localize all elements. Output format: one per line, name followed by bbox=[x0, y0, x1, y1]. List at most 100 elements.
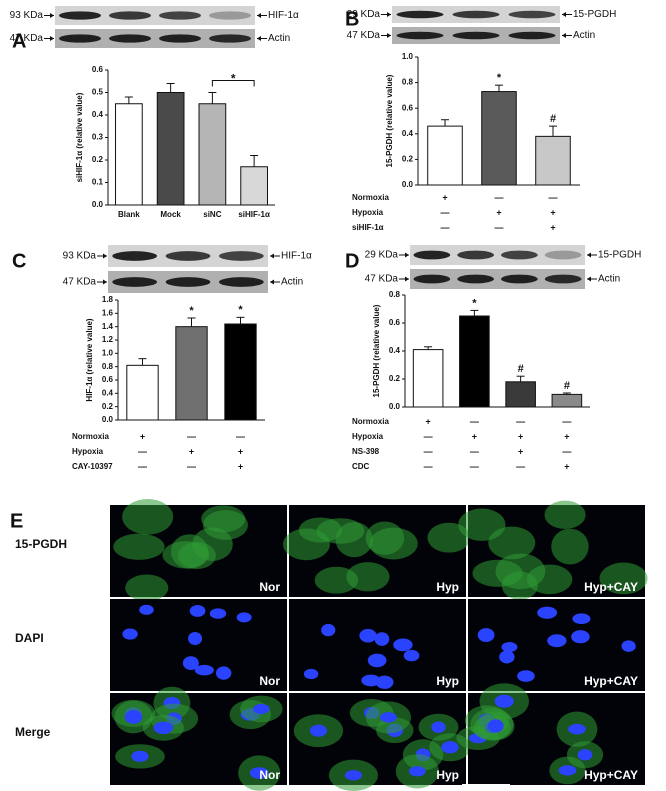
arrow-head bbox=[50, 36, 54, 41]
condition-name: siHIF-1α bbox=[352, 223, 384, 232]
nucleus bbox=[499, 650, 515, 664]
nucleus bbox=[487, 719, 504, 733]
condition-sign: + bbox=[518, 431, 523, 441]
nucleus bbox=[577, 749, 593, 761]
nucleus bbox=[361, 674, 381, 687]
condition-sign: — bbox=[187, 431, 196, 441]
annotation: # bbox=[564, 380, 570, 392]
bar bbox=[115, 103, 143, 206]
condition-sign: — bbox=[441, 207, 450, 217]
condition-sign: + bbox=[518, 446, 523, 456]
nucleus bbox=[253, 703, 270, 715]
condition-sign: — bbox=[424, 461, 433, 471]
arrow-head bbox=[587, 276, 591, 282]
arrow-head bbox=[103, 253, 107, 259]
y-tick-label: 0.6 bbox=[102, 375, 114, 384]
cytoplasm bbox=[283, 528, 330, 561]
blot-target: Actin bbox=[268, 33, 290, 44]
bar bbox=[551, 393, 583, 408]
x-tick-label: siNC bbox=[203, 210, 221, 219]
blot-strip bbox=[410, 245, 585, 265]
column-label: Hyp+CAY bbox=[584, 674, 638, 688]
condition-sign: — bbox=[424, 431, 433, 441]
nucleus bbox=[374, 632, 390, 646]
blot-band bbox=[457, 250, 494, 260]
nucleus bbox=[568, 723, 586, 735]
arrow-head bbox=[257, 13, 261, 18]
y-axis-label: HIF-1α (relative value) bbox=[85, 318, 94, 402]
bar bbox=[126, 364, 159, 421]
cytoplasm bbox=[203, 510, 248, 540]
column-label: Nor bbox=[259, 580, 280, 594]
y-tick-label: 0.6 bbox=[402, 103, 414, 112]
blot-marker: 47 KDa bbox=[10, 33, 44, 44]
condition-name: NS-398 bbox=[352, 447, 380, 456]
row-label: Merge bbox=[15, 725, 51, 739]
significance-label: * bbox=[231, 72, 236, 86]
condition-sign: + bbox=[238, 446, 243, 456]
y-tick-label: 1.0 bbox=[102, 348, 114, 357]
arrow-head bbox=[405, 276, 409, 282]
bar bbox=[427, 125, 463, 186]
row-label: 15-PGDH bbox=[15, 537, 67, 551]
condition-sign: — bbox=[516, 416, 525, 426]
panel-letter: E bbox=[10, 510, 23, 532]
x-tick-label: Blank bbox=[118, 210, 140, 219]
y-tick-label: 1.6 bbox=[102, 308, 114, 317]
y-tick-label: 1.8 bbox=[102, 295, 114, 304]
blot-band bbox=[159, 34, 201, 43]
blot-marker: 29 KDa bbox=[347, 9, 381, 20]
blot-band bbox=[59, 34, 101, 43]
annotation: # bbox=[518, 363, 524, 375]
condition-sign: + bbox=[140, 431, 145, 441]
blot-target: 15-PGDH bbox=[598, 250, 641, 261]
nucleus bbox=[309, 724, 328, 737]
condition-sign: + bbox=[496, 207, 501, 217]
condition-name: Normoxia bbox=[352, 193, 389, 202]
y-tick-label: 0.2 bbox=[102, 402, 114, 411]
condition-sign: + bbox=[442, 192, 447, 202]
blot-band bbox=[452, 10, 500, 19]
condition-sign: + bbox=[238, 461, 243, 471]
bar bbox=[156, 92, 185, 206]
condition-sign: + bbox=[564, 461, 569, 471]
nucleus bbox=[153, 721, 174, 735]
bar bbox=[505, 381, 536, 408]
cytoplasm bbox=[125, 574, 169, 602]
nucleus bbox=[182, 656, 199, 671]
nucleus bbox=[621, 640, 636, 652]
condition-name: Hypoxia bbox=[72, 447, 104, 456]
arrow-head bbox=[587, 252, 591, 258]
blot-strip bbox=[410, 269, 585, 289]
nucleus bbox=[501, 642, 518, 653]
blot-band bbox=[165, 251, 211, 261]
blot-target: 15-PGDH bbox=[573, 9, 616, 20]
blot-band bbox=[165, 277, 211, 287]
blot-band bbox=[413, 250, 451, 260]
y-tick-label: 0.4 bbox=[102, 388, 114, 397]
nucleus bbox=[131, 750, 149, 762]
blot-band bbox=[413, 274, 451, 284]
cytoplasm bbox=[472, 559, 523, 587]
condition-sign: + bbox=[564, 431, 569, 441]
y-tick-label: 0.6 bbox=[389, 318, 401, 327]
blot-band bbox=[501, 250, 538, 260]
condition-sign: — bbox=[470, 446, 479, 456]
panel-letter: B bbox=[345, 8, 359, 30]
annotation: * bbox=[189, 305, 194, 317]
column-label: Hyp bbox=[436, 580, 459, 594]
cytoplasm bbox=[316, 518, 365, 544]
x-tick-label: siHIF-1α bbox=[238, 210, 270, 219]
y-tick-label: 0.0 bbox=[102, 415, 114, 424]
column-label: Hyp+CAY bbox=[584, 768, 638, 782]
y-tick-label: 1.4 bbox=[102, 322, 114, 331]
condition-sign: + bbox=[472, 431, 477, 441]
annotation: * bbox=[472, 297, 477, 309]
y-tick-label: 0.4 bbox=[389, 346, 401, 355]
blot-band bbox=[209, 34, 251, 43]
cytoplasm bbox=[458, 508, 506, 541]
blot-strip bbox=[55, 6, 255, 25]
y-axis-label: 15-PGDH (relative value) bbox=[385, 74, 394, 167]
condition-sign: — bbox=[236, 431, 245, 441]
annotation: # bbox=[550, 113, 556, 125]
